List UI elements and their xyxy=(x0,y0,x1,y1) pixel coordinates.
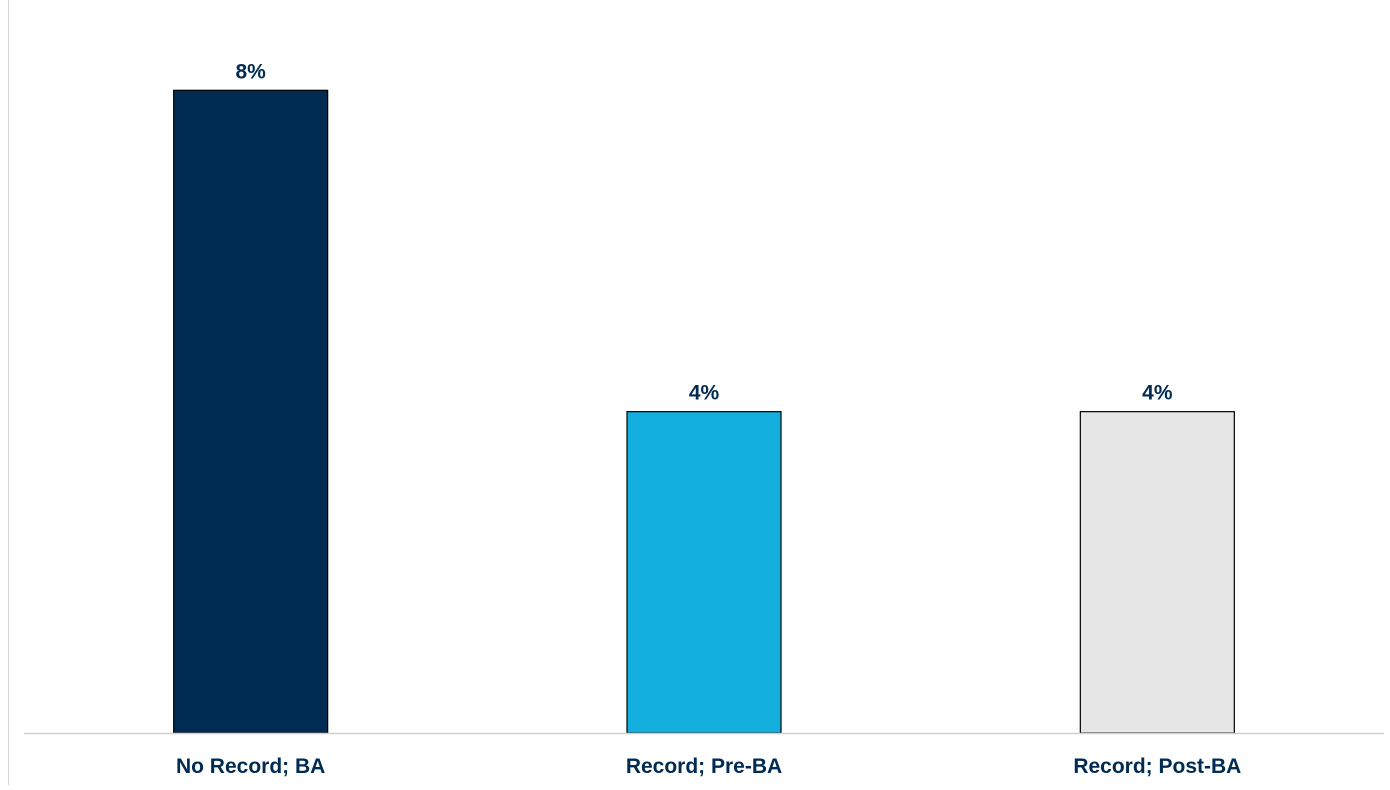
data-label-0: 8% xyxy=(235,60,266,83)
bars-layer xyxy=(173,89,1235,734)
x-tick-label-0: No Record; BA xyxy=(176,755,325,778)
x-tick-label-2: Record; Post-BA xyxy=(1073,755,1241,778)
data-label-1: 4% xyxy=(689,382,720,405)
labels-layer: 8% No Record; BA 4% Record; Pre-BA 4% Record;… xyxy=(176,60,1241,778)
data-label-2: 4% xyxy=(1142,382,1173,405)
bar-0 xyxy=(173,89,329,734)
x-tick-label-1: Record; Pre-BA xyxy=(626,755,782,778)
bar-2 xyxy=(1079,411,1235,734)
bar-1 xyxy=(626,411,782,734)
